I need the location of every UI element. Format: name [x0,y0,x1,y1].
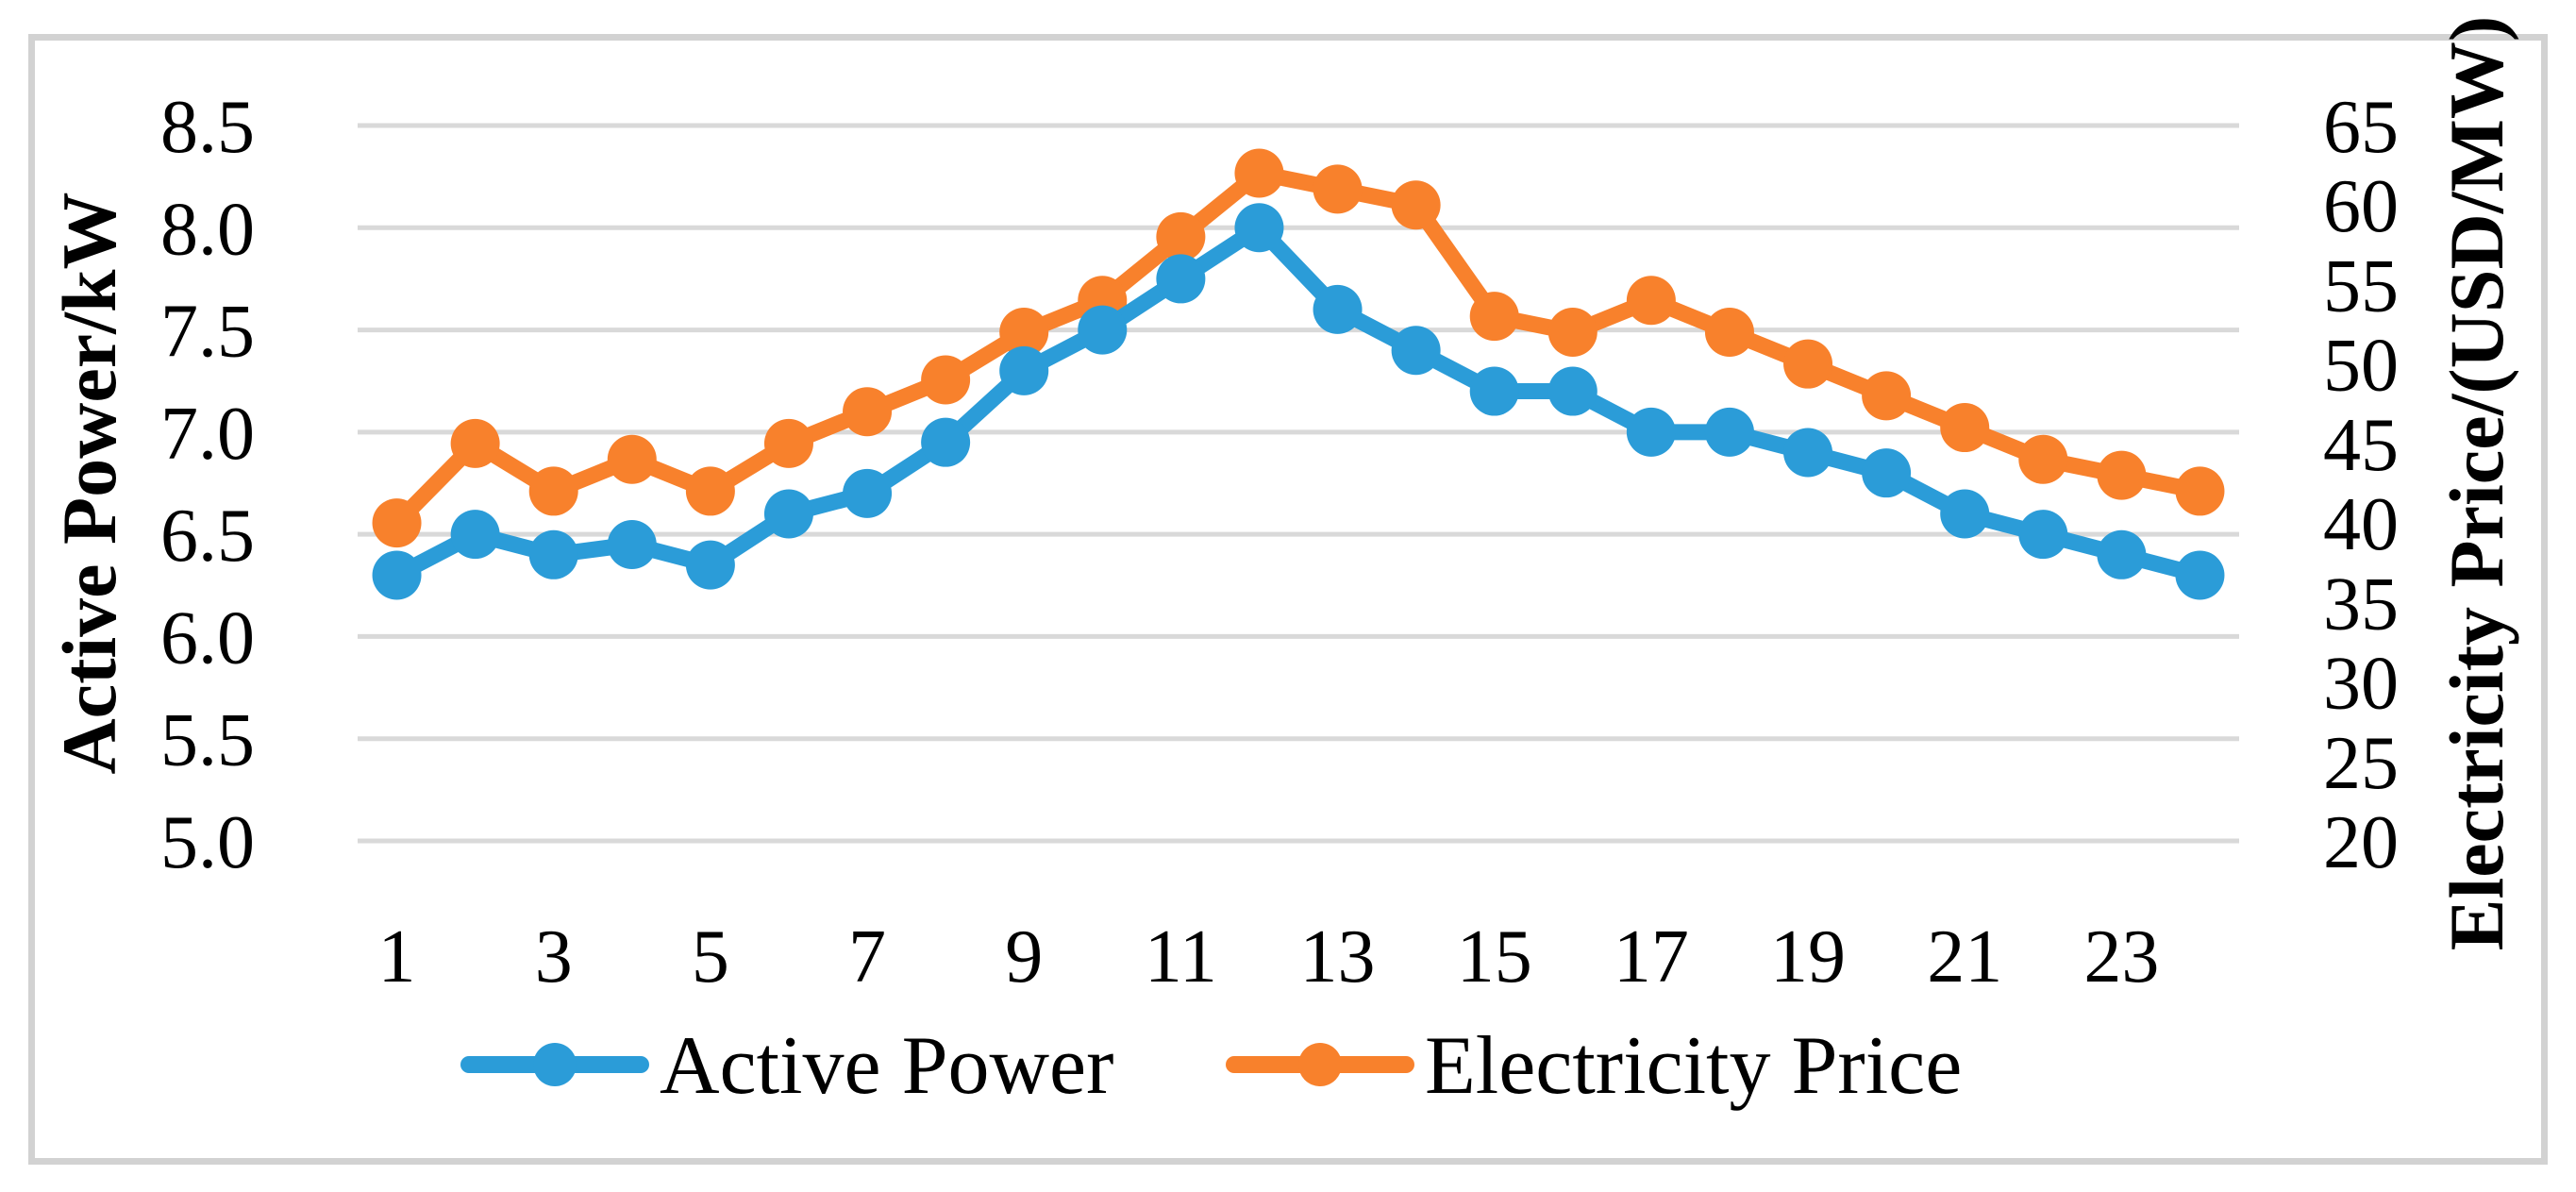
legend-label-active-power: Active Power [660,1020,1113,1112]
data-point-marker[interactable] [607,434,657,484]
x-axis-tick-label: 21 [1927,915,2002,999]
data-point-marker[interactable] [2175,466,2225,516]
data-point-marker[interactable] [1234,203,1284,253]
series-lines [372,148,2225,600]
axis-tick-labels: 8.58.07.57.06.56.05.55.06560555045403530… [160,86,2399,999]
gridlines [358,123,2239,844]
left-axis-tick-label: 5.5 [160,699,255,782]
left-axis-title: Active Power/kW [46,192,132,774]
left-axis-tick-label: 5.0 [160,801,255,884]
x-axis-tick-label: 15 [1457,915,1532,999]
x-axis-tick-label: 9 [1005,915,1043,999]
right-axis-tick-label: 60 [2323,165,2399,248]
x-axis-tick-label: 23 [2083,915,2159,999]
legend-item-active-power[interactable]: Active Power [460,1020,1113,1112]
data-point-marker[interactable] [2097,450,2147,500]
data-point-marker[interactable] [1391,326,1441,376]
right-axis-tick-label: 30 [2323,643,2399,726]
data-point-marker[interactable] [372,498,422,548]
data-point-marker[interactable] [1234,148,1284,198]
right-axis-tick-label: 20 [2323,801,2399,884]
x-axis-tick-label: 5 [692,915,729,999]
data-point-marker[interactable] [607,519,657,569]
x-axis-tick-label: 13 [1300,915,1376,999]
data-point-marker[interactable] [528,466,578,516]
legend-marker-electricity-price-icon [1298,1043,1342,1086]
data-point-marker[interactable] [1313,164,1363,214]
left-axis-tick-label: 7.0 [160,393,255,476]
left-axis-tick-label: 6.5 [160,495,255,578]
data-point-marker[interactable] [921,417,971,467]
data-point-marker[interactable] [999,307,1049,357]
data-point-marker[interactable] [450,418,500,468]
data-point-marker[interactable] [1940,403,1990,453]
data-point-marker[interactable] [1469,366,1519,416]
data-point-marker[interactable] [1391,180,1441,230]
data-point-marker[interactable] [1156,254,1206,304]
data-point-marker[interactable] [763,418,813,468]
data-point-marker[interactable] [843,387,893,437]
data-point-marker[interactable] [2175,550,2225,600]
x-axis-tick-label: 7 [848,915,886,999]
data-point-marker[interactable] [2018,434,2068,484]
data-point-marker[interactable] [1078,305,1128,355]
data-point-marker[interactable] [450,510,500,560]
data-point-marker[interactable] [1783,428,1833,478]
right-axis-tick-label: 50 [2323,325,2399,408]
chart-border [28,34,2548,1165]
left-axis-tick-label: 7.5 [160,291,255,374]
x-axis-tick-label: 19 [1770,915,1846,999]
data-point-marker[interactable] [1704,407,1754,457]
x-axis-tick-label: 1 [378,915,416,999]
legend-label-electricity-price: Electricity Price [1425,1020,1962,1112]
data-point-marker[interactable] [1862,448,1912,498]
right-axis-tick-label: 65 [2323,86,2399,169]
x-axis-tick-label: 17 [1614,915,1689,999]
data-point-marker[interactable] [999,345,1049,395]
data-point-marker[interactable] [921,355,971,405]
data-point-marker[interactable] [1862,371,1912,421]
x-axis-tick-label: 11 [1145,915,1217,999]
series-line [389,219,2208,583]
left-axis-tick-label: 8.5 [160,86,255,169]
right-axis-tick-label: 40 [2323,483,2399,566]
right-axis-tick-label: 55 [2323,244,2399,327]
right-axis-tick-label: 35 [2323,562,2399,646]
data-point-marker[interactable] [2018,510,2068,560]
data-point-marker[interactable] [1313,284,1363,334]
data-point-marker[interactable] [528,529,578,579]
data-point-marker[interactable] [685,540,735,590]
data-point-marker[interactable] [1469,292,1519,342]
data-point-marker[interactable] [2097,529,2147,579]
data-point-marker[interactable] [1626,407,1676,457]
left-axis-tick-label: 8.0 [160,188,255,271]
legend-item-electricity-price[interactable]: Electricity Price [1226,1020,1962,1112]
data-point-marker[interactable] [1547,366,1597,416]
series-active-power [372,203,2225,600]
left-axis-tick-label: 6.0 [160,596,255,680]
data-point-marker[interactable] [1156,211,1206,261]
data-point-marker[interactable] [1626,276,1676,326]
data-point-marker[interactable] [843,468,893,518]
right-axis-title: Electricity Price/(USD/MW) [2434,16,2519,950]
right-axis-tick-label: 25 [2323,722,2399,805]
legend-marker-active-power-icon [533,1043,577,1086]
right-axis-tick-label: 45 [2323,404,2399,487]
legend: Active Power Electricity Price [460,1020,1962,1112]
data-point-marker[interactable] [372,550,422,600]
data-point-marker[interactable] [1547,307,1597,357]
series-electricity-price [372,148,2225,548]
data-point-marker[interactable] [685,466,735,516]
data-point-marker[interactable] [1940,489,1990,539]
data-point-marker[interactable] [1704,307,1754,357]
x-axis-tick-label: 3 [535,915,573,999]
data-point-marker[interactable] [763,489,813,539]
data-point-marker[interactable] [1783,339,1833,389]
